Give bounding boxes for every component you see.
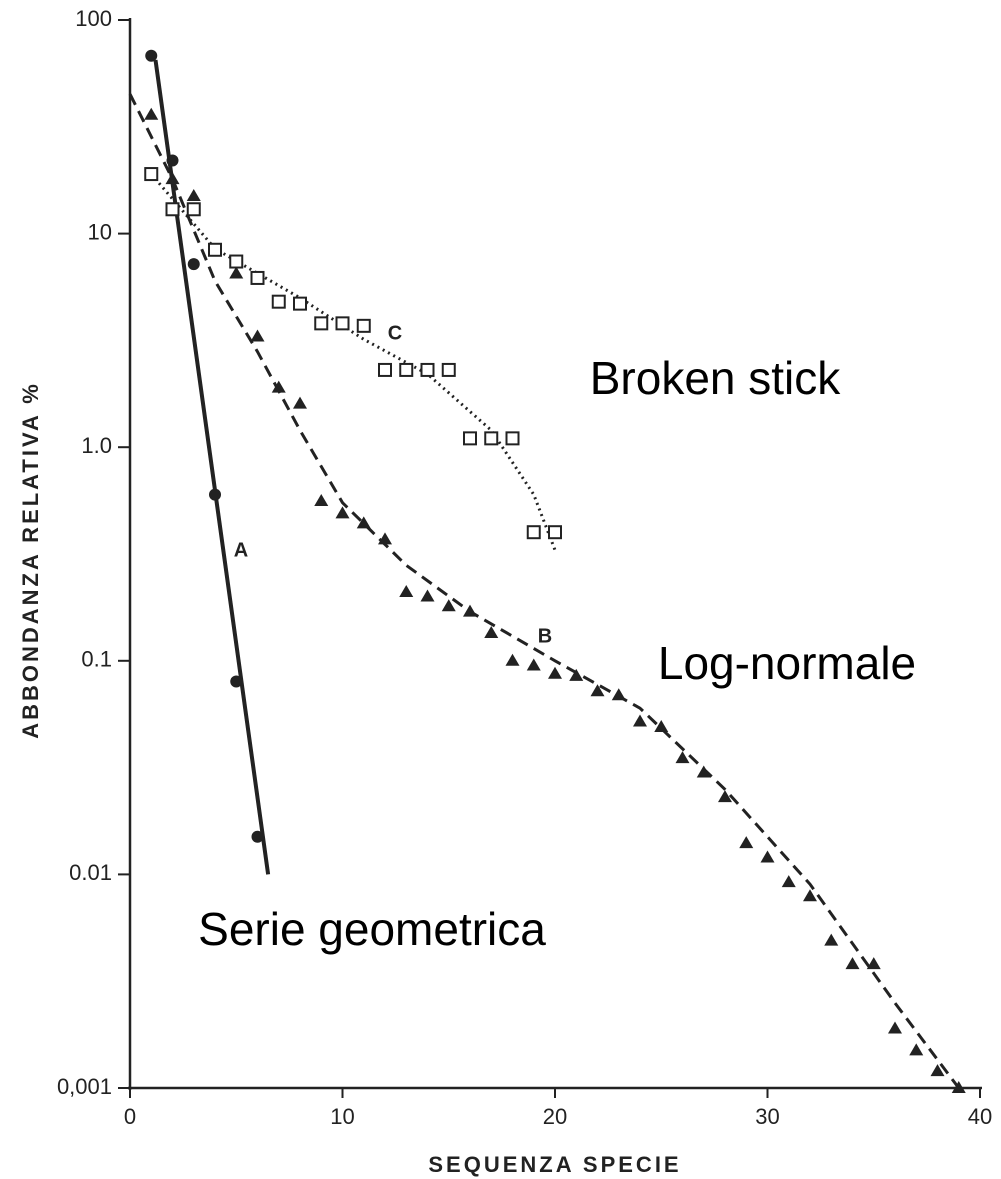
point [420,362,435,377]
point [675,751,690,764]
series-letter: C [388,322,402,344]
point [271,380,286,393]
y-tick-label: 1.0 [81,433,112,458]
series-name: Serie geometrica [198,903,546,955]
point [186,188,201,201]
point [166,154,179,167]
point [441,599,456,612]
point [209,488,221,501]
point [165,172,180,185]
fit-line [150,173,557,551]
point [208,242,222,257]
x-tick-label: 10 [330,1104,354,1129]
point [250,270,265,285]
point [930,1064,945,1077]
point [484,431,499,446]
point [590,684,605,697]
point [845,957,860,970]
point [335,316,350,331]
point [293,296,307,311]
point [739,836,754,849]
series-name: Broken stick [590,352,842,404]
y-tick-label: 100 [75,6,112,31]
point [548,666,562,679]
point [314,493,329,506]
point [718,790,732,803]
point [866,957,881,970]
point [399,584,414,597]
point [293,396,307,409]
point [569,668,584,681]
point [505,653,520,666]
point [186,202,201,217]
point [654,719,669,732]
point [250,329,265,342]
point [505,431,520,446]
point [229,254,244,269]
point [271,294,286,309]
point [378,532,392,545]
x-tick-label: 0 [124,1104,136,1129]
y-tick-label: 0.01 [69,860,112,885]
x-axis-label: SEQUENZA SPECIE [428,1152,681,1177]
point [314,316,329,331]
point [824,933,839,946]
x-tick-label: 20 [543,1104,567,1129]
point [335,506,350,519]
point [230,675,243,688]
y-axis-label: ABBONDANZA RELATIVA % [18,381,43,739]
point [760,850,775,863]
point [526,525,541,540]
series-name: Log-normale [658,637,916,689]
point [441,362,456,377]
point [356,516,371,529]
point [165,202,180,217]
y-tick-label: 0,001 [57,1074,112,1099]
point [463,604,477,617]
point [633,714,647,727]
point [696,765,711,778]
fit-line [128,93,960,1089]
point [420,589,435,602]
point [611,688,626,701]
point [144,107,159,120]
point [803,889,817,902]
point [187,258,200,271]
y-tick-label: 0.1 [81,647,112,672]
point [484,625,499,638]
x-tick-label: 40 [968,1104,992,1129]
series-letter: A [234,539,248,561]
y-tick-label: 10 [88,219,112,244]
point [909,1043,924,1056]
point [781,875,796,888]
point [356,318,371,333]
series-letter: B [538,625,552,647]
fit-line [153,59,271,875]
x-tick-label: 30 [755,1104,779,1129]
point [144,167,159,182]
point [229,266,244,279]
point [399,362,414,377]
point [548,525,562,540]
point [951,1081,966,1093]
point [888,1021,902,1034]
point [145,49,158,62]
point [251,830,264,843]
point [378,362,392,377]
point [526,658,541,671]
point [463,431,477,446]
